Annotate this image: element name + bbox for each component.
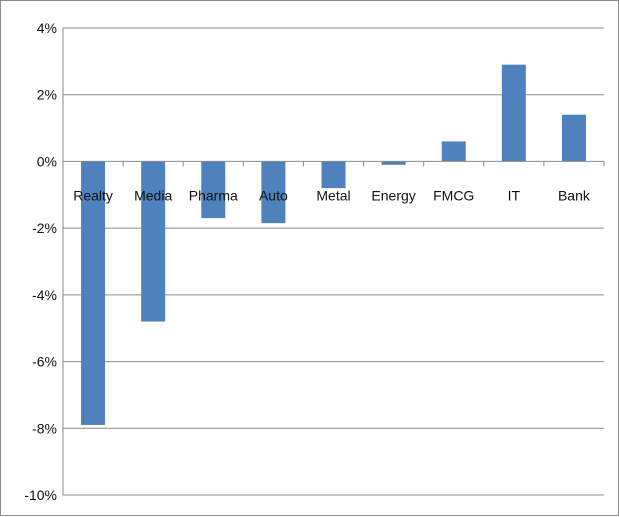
category-label: Pharma: [189, 187, 238, 203]
bar-metal: [321, 161, 346, 189]
bar-energy: [381, 161, 406, 165]
bar-pharma: [201, 161, 226, 219]
axis-layer: [62, 28, 605, 495]
category-label: Metal: [316, 187, 350, 203]
category-label: Realty: [73, 187, 113, 203]
bar-it: [501, 64, 526, 162]
category-label: IT: [508, 187, 521, 203]
bar-realty: [81, 161, 106, 425]
y-tick-label: 0%: [37, 153, 57, 169]
bar-fmcg: [441, 141, 466, 162]
bars-layer: [81, 64, 586, 425]
category-label: Auto: [259, 187, 288, 203]
labels-layer: 4% 2% 0% -2% -4% -6% -8% -10% Realty Media Pharma A…: [24, 20, 591, 503]
y-tick-label: 2%: [37, 87, 57, 103]
y-tick-label: 4%: [37, 20, 57, 36]
y-tick-label: -8%: [32, 420, 57, 436]
y-tick-label: -2%: [32, 220, 57, 236]
category-label: Energy: [371, 187, 415, 203]
category-label: Bank: [558, 187, 591, 203]
category-label: FMCG: [433, 187, 474, 203]
y-tick-label: -6%: [32, 354, 57, 370]
category-label: Media: [134, 187, 172, 203]
bar-bank: [561, 114, 586, 162]
bar-auto: [261, 161, 286, 224]
y-tick-label: -4%: [32, 287, 57, 303]
y-tick-label: -10%: [24, 487, 57, 503]
bar-media: [141, 161, 166, 322]
